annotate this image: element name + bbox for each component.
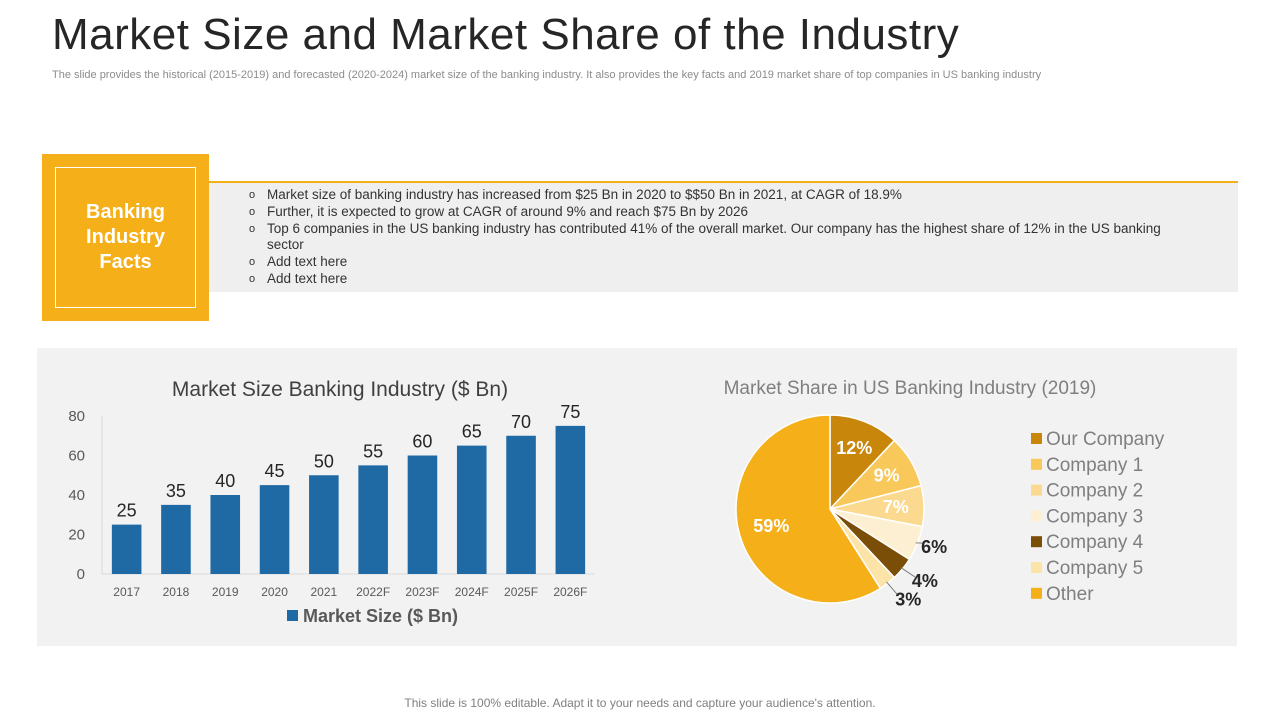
bar — [161, 504, 191, 574]
bar — [555, 425, 586, 574]
bar-value-label: 55 — [363, 441, 383, 461]
facts-box: Banking Industry Facts — [42, 154, 209, 321]
y-tick-label: 0 — [77, 566, 85, 583]
facts-item-text: Further, it is expected to grow at CAGR … — [267, 203, 749, 219]
pie-legend-swatch — [1031, 458, 1042, 470]
bar-value-label: 35 — [166, 481, 186, 501]
bar-value-label: 40 — [215, 471, 235, 491]
pie-value-label: 3% — [895, 590, 921, 610]
bullet-icon: o — [249, 272, 256, 285]
pie-legend-label: Our Company — [1046, 429, 1165, 450]
bar — [407, 455, 438, 574]
facts-item: o Top 6 companies in the US banking indus… — [249, 221, 1197, 255]
facts-item: o Add text here — [249, 254, 1197, 271]
facts-panel: o Market size of banking industry has inc… — [209, 183, 1238, 292]
facts-label: Banking Industry Facts — [71, 200, 181, 275]
facts-box-border: Banking Industry Facts — [55, 167, 196, 308]
page-subtitle: The slide provides the historical (2015-… — [52, 69, 1042, 81]
facts-item-text: Top 6 companies in the US banking indust… — [267, 220, 1161, 253]
pie-chart-title: Market Share in US Banking Industry (201… — [724, 378, 1097, 399]
bullet-icon: o — [249, 256, 256, 269]
x-tick-label: 2019 — [212, 585, 239, 599]
pie-legend-label: Company 2 — [1046, 481, 1143, 502]
y-tick-label: 40 — [68, 487, 85, 504]
pie-legend-swatch — [1031, 510, 1042, 522]
y-tick-label: 80 — [68, 408, 85, 425]
facts-label-line: Facts — [99, 251, 152, 273]
bar-value-label: 45 — [265, 461, 285, 481]
pie-legend-swatch — [1031, 484, 1042, 496]
x-tick-label: 2026F — [553, 585, 587, 599]
facts-item-text: Add text here — [267, 270, 348, 286]
bar — [506, 435, 536, 574]
pie-slice — [829, 414, 896, 511]
y-tick-label: 20 — [68, 527, 85, 544]
y-tick-label: 60 — [68, 448, 85, 465]
pie-legend-swatch — [1031, 433, 1042, 444]
x-tick-label: 2023F — [405, 585, 439, 599]
bar — [309, 475, 339, 574]
bullet-icon: o — [249, 205, 256, 218]
x-tick-label: 2025F — [504, 585, 538, 599]
pie-legend-label: Company 5 — [1046, 558, 1143, 579]
facts-label-line: Industry — [86, 226, 165, 248]
pie-legend-label: Company 1 — [1046, 455, 1143, 476]
pie-legend-swatch — [1031, 536, 1042, 548]
pie-legend-swatch — [1031, 562, 1042, 573]
pie-value-label: 6% — [921, 537, 947, 557]
facts-list: o Market size of banking industry has inc… — [209, 183, 1238, 288]
page-title: Market Size and Market Share of the Indu… — [52, 10, 960, 59]
bar-legend-swatch — [287, 610, 298, 621]
pie-value-label: 4% — [912, 571, 938, 591]
pie-value-label: 12% — [836, 438, 872, 458]
pie-value-label: 59% — [753, 516, 789, 536]
x-tick-label: 2020 — [261, 585, 288, 599]
bar — [111, 524, 142, 574]
bullet-icon: o — [249, 189, 256, 201]
bar-value-label: 25 — [117, 501, 137, 521]
bar-legend-label: Market Size ($ Bn) — [303, 606, 458, 626]
footer-note: This slide is 100% editable. Adapt it to… — [404, 696, 876, 710]
bar — [358, 465, 388, 574]
pie-leader-line — [900, 567, 916, 578]
bar-value-label: 50 — [314, 451, 334, 471]
bar-value-label: 65 — [462, 422, 482, 442]
pie-legend-label: Other — [1046, 584, 1094, 605]
facts-item: o Further, it is expected to grow at CAGR… — [249, 204, 1197, 221]
charts-panel: Market Size Banking Industry ($ Bn) 0 20 40… — [37, 348, 1237, 646]
charts-svg: Market Size Banking Industry ($ Bn) 0 20 40… — [68, 378, 1165, 626]
x-tick-label: 2021 — [310, 585, 337, 599]
facts-item: o Add text here — [249, 271, 1197, 288]
bar-value-label: 60 — [412, 432, 432, 452]
bar — [456, 445, 487, 574]
pie-legend-label: Company 4 — [1046, 532, 1144, 553]
facts-item: o Market size of banking industry has inc… — [249, 187, 1197, 204]
facts-item-text: Market size of banking industry has incr… — [267, 187, 902, 202]
x-tick-label: 2018 — [163, 585, 190, 599]
facts-accent-line — [209, 181, 1238, 183]
bar-chart-title: Market Size Banking Industry ($ Bn) — [172, 378, 508, 401]
pie-legend-swatch — [1031, 587, 1042, 599]
bullet-icon: o — [249, 222, 256, 235]
bar-value-label: 70 — [511, 412, 531, 432]
x-tick-label: 2017 — [113, 585, 140, 599]
bar — [259, 485, 290, 574]
facts-label-line: Banking — [86, 201, 165, 223]
pie-value-label: 9% — [874, 466, 900, 486]
pie-value-label: 7% — [883, 497, 909, 517]
x-tick-label: 2022F — [356, 585, 390, 599]
pie-slice — [735, 414, 882, 604]
pie-legend-label: Company 3 — [1046, 506, 1143, 527]
x-tick-label: 2024F — [455, 585, 489, 599]
bar-value-label: 75 — [560, 402, 580, 422]
pie-leader-line — [886, 581, 899, 596]
bar — [210, 495, 241, 574]
facts-item-text: Add text here — [267, 254, 348, 270]
